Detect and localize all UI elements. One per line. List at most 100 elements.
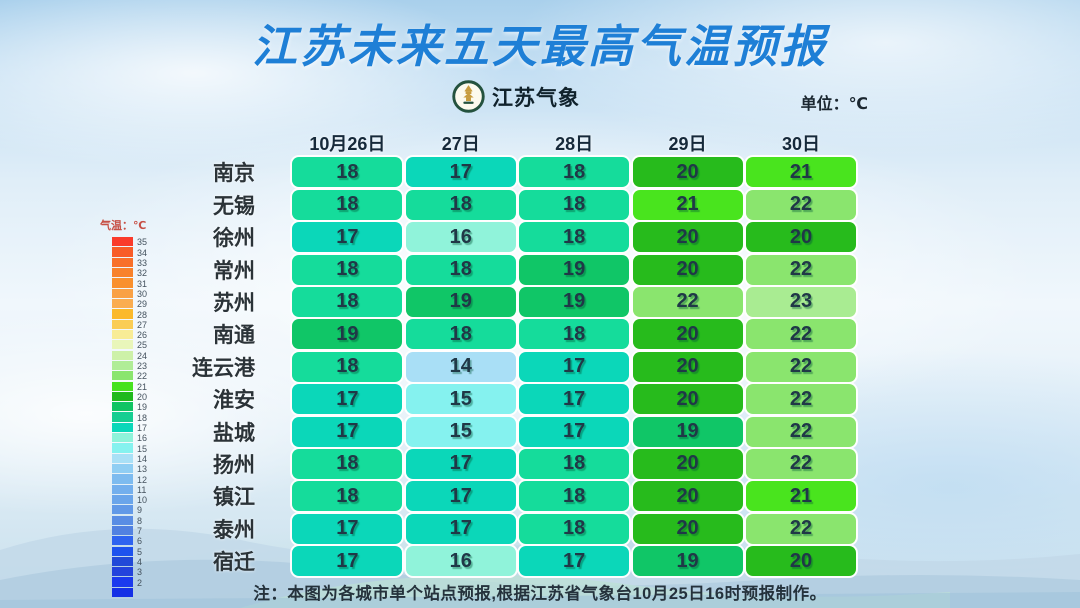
temp-cell: 21 (632, 189, 743, 220)
colorbar-swatch (112, 391, 133, 401)
jiangsu-meteorology-emblem-icon (452, 80, 485, 113)
colorbar-row: 19 (112, 401, 148, 413)
temp-cell: 20 (632, 222, 743, 253)
colorbar-row: 31 (112, 277, 147, 288)
temp-cell: 22 (745, 351, 856, 382)
temp-cell: 18 (519, 513, 630, 544)
colorbar-tick-label: 29 (137, 299, 148, 310)
colorbar-swatch (112, 546, 133, 556)
temp-cell: 20 (632, 157, 743, 188)
colorbar-swatch (112, 587, 133, 597)
colorbar-swatch (112, 464, 133, 474)
temp-cell: 22 (745, 189, 856, 220)
colorbar-swatch (112, 525, 133, 536)
temp-cell: 18 (519, 319, 630, 350)
temp-cell: 21 (745, 481, 856, 512)
temp-cell: 20 (632, 384, 743, 415)
colorbar-swatch (112, 288, 133, 298)
city-label: 淮安 (213, 389, 255, 413)
page-title: 江苏未来五天最高气温预报 (251, 21, 828, 72)
colorbar-row: 9 (112, 504, 147, 515)
colorbar-tick-label: 30 (137, 288, 148, 299)
colorbar-swatch (112, 329, 133, 340)
temp-cell: 20 (632, 448, 743, 479)
colorbar-tick-label: 13 (137, 464, 148, 475)
colorbar-swatch (112, 268, 133, 278)
colorbar-tick-label: 28 (137, 309, 148, 320)
colorbar-row: 14 (112, 453, 147, 463)
colorbar-swatch (112, 433, 133, 443)
temp-cell: 22 (632, 286, 743, 317)
colorbar-row: 3 (112, 566, 147, 577)
colorbar-tick-label: 16 (137, 433, 148, 444)
colorbar-tick-label: 20 (137, 392, 148, 402)
temp-cell: 20 (745, 222, 856, 253)
colorbar-row: 17 (112, 422, 147, 432)
colorbar-tick-label: 19 (137, 402, 148, 413)
temp-cell: 17 (519, 384, 630, 415)
temp-cell: 18 (405, 319, 516, 350)
temp-cell: 18 (519, 448, 630, 479)
colorbar-row: 4 (112, 556, 147, 567)
temp-cell: 18 (519, 481, 630, 512)
temp-cell: 17 (292, 513, 403, 544)
temp-cell: 18 (292, 189, 403, 220)
colorbar-row: 11 (112, 484, 147, 494)
temp-cell: 18 (292, 286, 403, 317)
colorbar-row: 30 (112, 288, 147, 298)
colorbar-row: 25 (112, 339, 148, 351)
temp-cell: 16 (405, 546, 516, 577)
colorbar-row: 16 (112, 432, 148, 444)
temp-cell: 17 (405, 448, 516, 479)
colorbar-items: 35 34 33 32 31 30 29 28 27 26 25 24 23 22 21 20 19 18 17 16… (112, 236, 147, 597)
temp-cell: 17 (292, 546, 403, 577)
colorbar-swatch (112, 381, 133, 391)
date-header: 29日 (668, 134, 707, 154)
temp-cell: 15 (405, 384, 516, 415)
colorbar-tick-label: 14 (137, 453, 148, 464)
colorbar-row: 29 (112, 298, 148, 310)
temp-cell: 18 (519, 222, 630, 253)
colorbar-swatch (112, 494, 133, 505)
temp-cell: 17 (292, 384, 403, 415)
temp-cell: 20 (632, 481, 743, 512)
colorbar-swatch (112, 453, 133, 463)
temp-cell: 20 (632, 351, 743, 382)
colorbar-tick-label: 11 (137, 484, 147, 495)
colorbar-tick-label: 6 (137, 536, 143, 547)
colorbar-swatch (112, 567, 133, 577)
temp-cell: 17 (405, 157, 516, 188)
colorbar-tick-label: 34 (137, 247, 148, 258)
temp-cell: 17 (519, 351, 630, 382)
colorbar-swatch (112, 515, 133, 525)
temp-cell: 22 (745, 319, 856, 350)
colorbar-swatch (112, 350, 133, 360)
colorbar-tick-label: 17 (137, 422, 148, 433)
colorbar-swatch (112, 237, 133, 247)
temp-cell: 14 (405, 351, 516, 382)
colorbar-swatch (112, 257, 133, 267)
city-label: 常州 (213, 259, 255, 283)
colorbar-tick-label: 26 (137, 330, 148, 341)
colorbar-row: 21 (112, 380, 147, 391)
temp-cell: 17 (292, 416, 403, 447)
colorbar-tick-label: 8 (137, 515, 143, 526)
date-header: 30日 (781, 134, 820, 154)
temp-cell: 22 (745, 448, 856, 479)
colorbar-swatch (112, 443, 133, 453)
temp-cell: 17 (519, 546, 630, 577)
temp-cell: 18 (292, 481, 403, 512)
colorbar-row: 32 (112, 267, 147, 278)
unit-label: 单位：℃ (800, 96, 868, 113)
date-header: 10月26日 (309, 134, 386, 154)
temp-cell: 22 (745, 384, 856, 415)
colorbar-swatch (112, 371, 133, 381)
city-label: 连云港 (192, 356, 255, 380)
colorbar-swatch (112, 360, 133, 371)
city-label: 镇江 (213, 486, 255, 510)
colorbar-tick-label: 22 (137, 371, 148, 382)
colorbar-tick-label: 5 (137, 546, 143, 557)
colorbar-row: 27 (112, 319, 147, 329)
colorbar-tick-label: 25 (137, 340, 148, 351)
